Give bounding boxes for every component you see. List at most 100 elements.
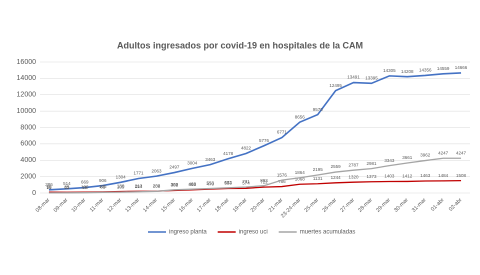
data-label: 1484 xyxy=(438,173,449,178)
x-tick-label: 11-mar xyxy=(89,197,105,213)
data-label: 731 xyxy=(242,179,250,184)
data-label: 1508 xyxy=(456,173,467,178)
data-label: 786 xyxy=(278,179,286,184)
legend-label: ingreso planta xyxy=(169,230,207,236)
data-label: 2787 xyxy=(349,162,360,167)
data-label: 6771 xyxy=(277,130,288,135)
x-tick-label: 14-mar xyxy=(142,197,159,214)
y-tick-label: 14000 xyxy=(17,75,37,82)
data-label: 16 xyxy=(46,185,52,190)
data-label: 470 xyxy=(206,181,214,186)
x-tick-label: 26-mar xyxy=(322,197,339,214)
x-tick-label: 27-mar xyxy=(339,197,356,214)
data-label: 3962 xyxy=(420,153,431,158)
data-label: 154 xyxy=(135,184,143,189)
data-label: 85 xyxy=(64,184,70,189)
data-label: 4822 xyxy=(241,146,252,151)
x-tick-label: 25-mar xyxy=(304,197,321,214)
data-label: 553 xyxy=(206,181,214,186)
x-tick-label: 29-mar xyxy=(375,197,392,214)
x-tick-label: 10-mar xyxy=(71,197,88,214)
data-label: 4247 xyxy=(456,150,467,155)
data-label: 109 xyxy=(117,184,125,189)
data-label: 463 xyxy=(189,181,197,186)
data-label: 14666 xyxy=(455,65,468,70)
data-label: 514 xyxy=(63,181,71,186)
data-label: 2497 xyxy=(169,165,180,170)
data-label: 3661 xyxy=(402,155,413,160)
x-tick-label: 23-24-mar xyxy=(280,197,302,219)
x-tick-label: 02-abr xyxy=(448,197,464,213)
data-label: 1864 xyxy=(295,170,306,175)
legend-label: muertes acumuladas xyxy=(300,230,356,236)
data-label: 1304 xyxy=(116,175,127,180)
data-label: 574 xyxy=(242,180,250,185)
data-label: 103 xyxy=(81,184,89,189)
data-label: 232 xyxy=(153,183,161,188)
y-tick-label: 8000 xyxy=(20,124,36,131)
data-label: 14559 xyxy=(437,66,450,71)
x-tick-label: 19-mar xyxy=(232,197,249,214)
x-tick-label: 15-mar xyxy=(160,197,177,214)
data-label: 632 xyxy=(224,180,232,185)
data-label: 14208 xyxy=(401,69,414,74)
x-tick-label: 09-mar xyxy=(53,197,70,214)
x-tick-label: 12-mar xyxy=(107,197,124,214)
y-tick-label: 6000 xyxy=(20,141,36,148)
data-label: 2063 xyxy=(151,168,162,173)
data-label: 180 xyxy=(117,184,125,189)
x-tick-label: 30-mar xyxy=(393,197,410,214)
x-tick-label: 28-mar xyxy=(357,197,374,214)
data-label: 2195 xyxy=(313,167,324,172)
data-label: 553 xyxy=(224,181,232,186)
data-label: 1576 xyxy=(277,172,288,177)
data-label: 13491 xyxy=(347,75,360,80)
data-label: 669 xyxy=(81,180,89,185)
legend-label: ingreso uci xyxy=(239,230,268,236)
y-tick-label: 4000 xyxy=(20,157,36,164)
x-tick-label: 17-mar xyxy=(196,197,213,214)
data-label: 1320 xyxy=(349,174,360,179)
data-label: 8656 xyxy=(295,114,306,119)
data-label: 4178 xyxy=(223,151,234,156)
data-label: 13395 xyxy=(365,76,378,81)
data-label: 9570 xyxy=(313,107,324,112)
data-label: 14305 xyxy=(383,68,396,73)
data-label: 386 xyxy=(45,182,53,187)
data-label: 22 xyxy=(64,185,70,190)
x-tick-label: 20-mar xyxy=(250,197,267,214)
y-tick-label: 16000 xyxy=(17,59,37,66)
data-label: 208 xyxy=(153,183,161,188)
y-tick-label: 12000 xyxy=(17,92,37,99)
x-tick-label: 08-mar xyxy=(35,197,52,214)
data-label: 2981 xyxy=(366,161,377,166)
data-label: 99 xyxy=(46,184,52,189)
series-line xyxy=(48,72,462,191)
data-label: 135 xyxy=(99,184,107,189)
data-label: 2559 xyxy=(331,164,342,169)
data-label: 3004 xyxy=(187,161,198,166)
y-tick-label: 0 xyxy=(32,190,36,197)
x-tick-label: 16-mar xyxy=(178,197,195,214)
data-label: 39 xyxy=(82,185,88,190)
y-tick-label: 10000 xyxy=(17,108,37,115)
data-label: 5776 xyxy=(259,138,270,143)
y-tick-label: 2000 xyxy=(20,173,36,180)
data-label: 12495 xyxy=(329,83,342,88)
data-label: 1244 xyxy=(331,175,342,180)
data-label: 1403 xyxy=(384,174,395,179)
x-tick-label: 21-mar xyxy=(268,197,285,214)
x-tick-label: 31-mar xyxy=(411,197,428,214)
data-label: 14356 xyxy=(419,68,432,73)
data-label: 892 xyxy=(260,178,268,183)
x-tick-label: 01-abr xyxy=(430,197,446,213)
data-label: 388 xyxy=(171,182,179,187)
data-label: 81 xyxy=(100,185,106,190)
data-label: 3463 xyxy=(205,157,216,162)
x-tick-label: 13-mar xyxy=(124,197,141,214)
data-label: 388 xyxy=(189,182,197,187)
x-tick-label: 18-mar xyxy=(214,197,231,214)
chart-title: Adultos ingresados por covid-19 en hospi… xyxy=(117,40,363,50)
data-label: 1068 xyxy=(295,176,306,181)
